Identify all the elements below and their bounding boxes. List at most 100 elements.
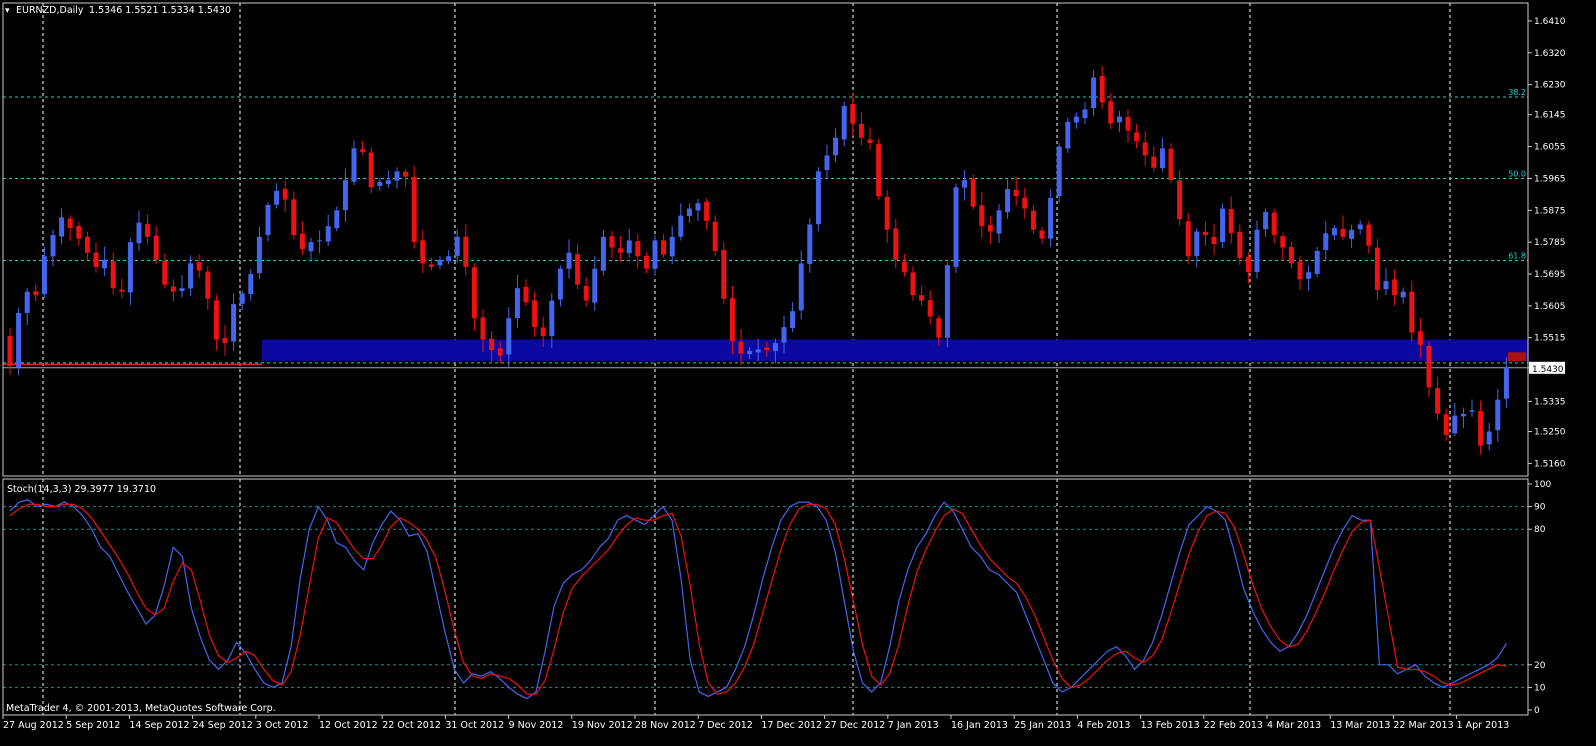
candle[interactable]	[1486, 422, 1492, 451]
candle[interactable]	[248, 268, 254, 302]
candle[interactable]	[24, 288, 30, 326]
candle[interactable]	[162, 253, 168, 289]
candle[interactable]	[41, 246, 47, 298]
candle[interactable]	[1426, 341, 1432, 398]
candle[interactable]	[342, 168, 348, 222]
candle[interactable]	[1151, 146, 1157, 172]
candle[interactable]	[927, 290, 933, 325]
candle[interactable]	[377, 177, 383, 191]
candle[interactable]	[480, 309, 486, 352]
candle[interactable]	[953, 183, 959, 273]
candle[interactable]	[962, 170, 968, 201]
candle[interactable]	[695, 199, 701, 222]
candle[interactable]	[127, 238, 133, 306]
candle[interactable]	[635, 233, 641, 269]
candle[interactable]	[704, 198, 710, 230]
candle[interactable]	[618, 235, 624, 262]
candle[interactable]	[910, 266, 916, 301]
candle[interactable]	[901, 254, 907, 277]
candle[interactable]	[179, 275, 185, 298]
candle[interactable]	[1185, 213, 1191, 264]
candle[interactable]	[729, 285, 735, 355]
candle[interactable]	[566, 239, 572, 279]
candle[interactable]	[661, 234, 667, 258]
candle[interactable]	[944, 262, 950, 348]
symbol-menu-icon[interactable]: ▾	[5, 6, 10, 16]
candle[interactable]	[420, 229, 426, 274]
candle[interactable]	[523, 279, 529, 306]
candle[interactable]	[50, 229, 56, 267]
candle[interactable]	[738, 328, 744, 366]
candle[interactable]	[282, 181, 288, 212]
candle[interactable]	[1099, 65, 1105, 109]
candle[interactable]	[446, 250, 452, 265]
candle[interactable]	[1357, 220, 1363, 235]
candle[interactable]	[1091, 69, 1097, 117]
candle[interactable]	[1409, 280, 1415, 342]
candle[interactable]	[437, 256, 443, 269]
candle[interactable]	[76, 221, 82, 247]
candle[interactable]	[497, 341, 503, 364]
candle[interactable]	[102, 246, 108, 276]
candles[interactable]	[7, 65, 1509, 455]
candle[interactable]	[532, 291, 538, 337]
candle[interactable]	[256, 226, 262, 279]
candle[interactable]	[33, 284, 39, 302]
candle[interactable]	[1125, 109, 1131, 143]
candle[interactable]	[987, 216, 993, 245]
candle[interactable]	[764, 341, 770, 357]
candle[interactable]	[1323, 221, 1329, 260]
candle[interactable]	[652, 234, 658, 276]
candle[interactable]	[1039, 227, 1045, 245]
candle[interactable]	[1237, 224, 1243, 265]
candle[interactable]	[1254, 220, 1260, 279]
candle[interactable]	[1280, 233, 1286, 261]
candle[interactable]	[93, 242, 99, 273]
candle[interactable]	[1134, 124, 1140, 149]
candle[interactable]	[67, 215, 73, 241]
candle[interactable]	[747, 347, 753, 360]
candle[interactable]	[549, 293, 555, 349]
candle[interactable]	[274, 183, 280, 209]
candle[interactable]	[686, 203, 692, 223]
candle[interactable]	[428, 257, 434, 271]
candle[interactable]	[411, 166, 417, 249]
candle[interactable]	[1366, 220, 1372, 254]
candle[interactable]	[833, 128, 839, 163]
candle[interactable]	[600, 229, 606, 276]
candle[interactable]	[308, 237, 314, 262]
candle[interactable]	[996, 204, 1002, 243]
candle[interactable]	[1495, 388, 1501, 442]
candle[interactable]	[678, 203, 684, 241]
candle[interactable]	[1056, 142, 1062, 203]
candle[interactable]	[1245, 252, 1251, 284]
candle[interactable]	[334, 206, 340, 232]
candle[interactable]	[1452, 402, 1458, 437]
candle[interactable]	[1022, 187, 1028, 219]
candle[interactable]	[16, 307, 22, 376]
candle[interactable]	[463, 224, 469, 276]
candle[interactable]	[609, 230, 615, 259]
candle[interactable]	[643, 252, 649, 274]
candle[interactable]	[1030, 205, 1036, 234]
candle[interactable]	[1194, 228, 1200, 268]
candle[interactable]	[1503, 357, 1509, 408]
candle[interactable]	[841, 101, 847, 147]
candle[interactable]	[1065, 117, 1071, 153]
candle[interactable]	[858, 111, 864, 146]
candle[interactable]	[575, 244, 581, 290]
candle[interactable]	[59, 208, 65, 245]
candle[interactable]	[1211, 223, 1217, 256]
candle[interactable]	[239, 290, 245, 311]
candle[interactable]	[1349, 224, 1355, 248]
candle[interactable]	[170, 279, 176, 302]
candle[interactable]	[979, 191, 985, 239]
candle[interactable]	[1331, 224, 1337, 241]
candle[interactable]	[196, 254, 202, 278]
candle[interactable]	[1228, 196, 1234, 244]
candle[interactable]	[454, 229, 460, 263]
candle[interactable]	[1177, 169, 1183, 226]
candle[interactable]	[205, 266, 211, 310]
candle[interactable]	[1374, 238, 1380, 301]
candle[interactable]	[798, 250, 804, 320]
